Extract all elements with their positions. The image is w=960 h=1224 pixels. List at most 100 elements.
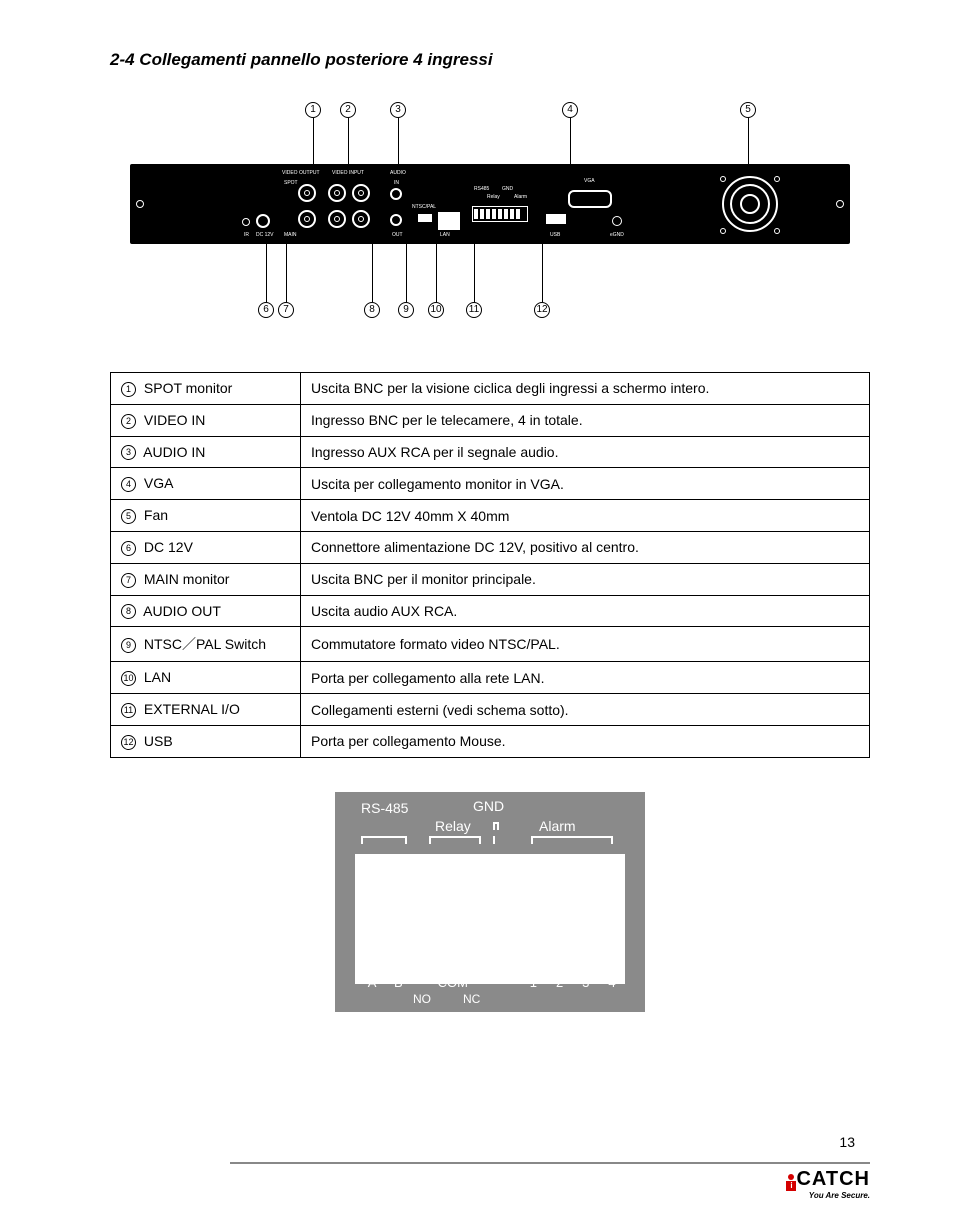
rs485-label: GND	[473, 798, 504, 814]
label-video-input: VIDEO INPUT	[332, 170, 364, 176]
bnc-main	[298, 210, 316, 228]
fan	[722, 176, 778, 232]
rs485-no: NO	[413, 992, 431, 1006]
footer-rule	[230, 1162, 870, 1164]
callout-7: 7	[278, 302, 294, 318]
row-label: USB	[140, 733, 173, 749]
label-alarm: Alarm	[514, 194, 527, 200]
rca-audio-in	[390, 188, 402, 200]
callout-3: 3	[390, 102, 406, 118]
row-desc: Uscita BNC per la visione ciclica degli …	[301, 373, 870, 405]
label-ir: IR	[244, 232, 249, 238]
bnc-spot	[298, 184, 316, 202]
callout-12: 12	[534, 302, 550, 318]
row-desc: Porta per collegamento alla rete LAN.	[301, 662, 870, 694]
usb-port	[546, 214, 566, 224]
table-row: 10 LANPorta per collegamento alla rete L…	[111, 662, 870, 694]
egnd-screw	[612, 216, 622, 226]
label-audio-out: OUT	[392, 232, 403, 238]
logo-tagline: You Are Secure.	[786, 1191, 870, 1200]
vga-port	[568, 190, 612, 208]
rs485-pin-label	[468, 975, 494, 990]
row-desc: Uscita audio AUX RCA.	[301, 595, 870, 627]
row-desc: Ingresso AUX RCA per il segnale audio.	[301, 436, 870, 468]
ir-port	[242, 218, 250, 226]
callout-9: 9	[398, 302, 414, 318]
table-row: 6 DC 12VConnettore alimentazione DC 12V,…	[111, 531, 870, 563]
row-label: Fan	[140, 507, 168, 523]
callout-11: 11	[466, 302, 482, 318]
label-video-output: VIDEO OUTPUT	[282, 170, 320, 176]
row-desc: Ingresso BNC per le telecamere, 4 in tot…	[301, 404, 870, 436]
label-spot: SPOT	[284, 180, 298, 186]
rs485-label: Alarm	[539, 818, 576, 834]
label-relay: Relay	[487, 194, 500, 200]
row-label: VIDEO IN	[140, 412, 205, 428]
table-row: 8 AUDIO OUTUscita audio AUX RCA.	[111, 595, 870, 627]
label-vga: VGA	[584, 178, 595, 184]
table-row: 3 AUDIO INIngresso AUX RCA per il segnal…	[111, 436, 870, 468]
row-label: DC 12V	[140, 539, 193, 555]
callout-6: 6	[258, 302, 274, 318]
row-label: AUDIO IN	[140, 444, 205, 460]
row-desc: Ventola DC 12V 40mm X 40mm	[301, 500, 870, 532]
row-desc: Commutatore formato video NTSC/PAL.	[301, 627, 870, 662]
lan-port	[438, 212, 460, 230]
rs485-pin-label: 3	[573, 975, 599, 990]
label-audio-in: IN	[394, 180, 399, 186]
dc12v-port	[256, 214, 270, 228]
logo-text: CATCH	[796, 1168, 870, 1191]
rs485-pin-label	[494, 975, 520, 990]
section-title: 2-4 Collegamenti pannello posteriore 4 i…	[110, 50, 870, 70]
row-desc: Connettore alimentazione DC 12V, positiv…	[301, 531, 870, 563]
definitions-table: 1 SPOT monitorUscita BNC per la visione …	[110, 372, 870, 758]
rs485-pin-label: 4	[599, 975, 625, 990]
table-row: 2 VIDEO INIngresso BNC per le telecamere…	[111, 404, 870, 436]
rs485-label: Relay	[435, 818, 471, 834]
rs485-pin-label	[411, 975, 437, 990]
row-desc: Uscita per collegamento monitor in VGA.	[301, 468, 870, 500]
label-ntsc-pal: NTSC/PAL	[412, 204, 436, 210]
callout-8: 8	[364, 302, 380, 318]
row-label: EXTERNAL I/O	[140, 701, 240, 717]
table-row: 4 VGAUscita per collegamento monitor in …	[111, 468, 870, 500]
label-dc12v: DC 12V	[256, 232, 274, 238]
rear-panel: VIDEO OUTPUT VIDEO INPUT SPOT MAIN AUDIO…	[130, 164, 850, 244]
table-row: 12 USBPorta per collegamento Mouse.	[111, 725, 870, 757]
table-row: 7 MAIN monitorUscita BNC per il monitor …	[111, 563, 870, 595]
callout-2: 2	[340, 102, 356, 118]
rs485-pin-label: 1	[520, 975, 546, 990]
rs485-pin-label: 2	[546, 975, 572, 990]
callout-4: 4	[562, 102, 578, 118]
label-main: MAIN	[284, 232, 297, 238]
rs485-connector	[355, 854, 625, 984]
bnc-in-2	[352, 184, 370, 202]
label-rs485: RS485	[474, 186, 489, 192]
bnc-in-3	[328, 210, 346, 228]
row-desc: Uscita BNC per il monitor principale.	[301, 563, 870, 595]
bnc-in-1	[328, 184, 346, 202]
callout-10: 10	[428, 302, 444, 318]
label-usb: USB	[550, 232, 560, 238]
rca-audio-out	[390, 214, 402, 226]
row-label: NTSC／PAL Switch	[140, 636, 266, 652]
row-label: LAN	[140, 669, 171, 685]
row-label: SPOT monitor	[140, 380, 232, 396]
row-label: MAIN monitor	[140, 571, 229, 587]
rs485-diagram: RS-485GNDRelayAlarm ABCOM1234 NO NC	[335, 792, 645, 1012]
table-row: 1 SPOT monitorUscita BNC per la visione …	[111, 373, 870, 405]
row-label: AUDIO OUT	[140, 603, 221, 619]
table-row: 5 FanVentola DC 12V 40mm X 40mm	[111, 500, 870, 532]
rear-panel-diagram: 12345 VIDEO OUTPUT VIDEO INPUT SPOT MAIN…	[130, 102, 850, 342]
row-desc: Collegamenti esterni (vedi schema sotto)…	[301, 694, 870, 726]
rs485-pin-label: A	[359, 975, 385, 990]
external-io-port	[472, 206, 528, 222]
row-desc: Porta per collegamento Mouse.	[301, 725, 870, 757]
row-label: VGA	[140, 475, 173, 491]
ntsc-pal-switch	[418, 214, 432, 222]
table-row: 11 EXTERNAL I/OCollegamenti esterni (ved…	[111, 694, 870, 726]
page: 2-4 Collegamenti pannello posteriore 4 i…	[0, 0, 960, 1224]
bnc-in-4	[352, 210, 370, 228]
table-row: 9 NTSC／PAL SwitchCommutatore formato vid…	[111, 627, 870, 662]
label-audio: AUDIO	[390, 170, 406, 176]
